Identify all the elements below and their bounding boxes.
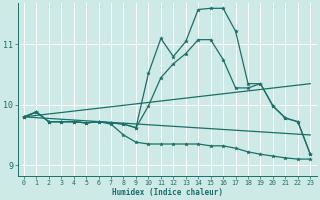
X-axis label: Humidex (Indice chaleur): Humidex (Indice chaleur)	[112, 188, 223, 197]
